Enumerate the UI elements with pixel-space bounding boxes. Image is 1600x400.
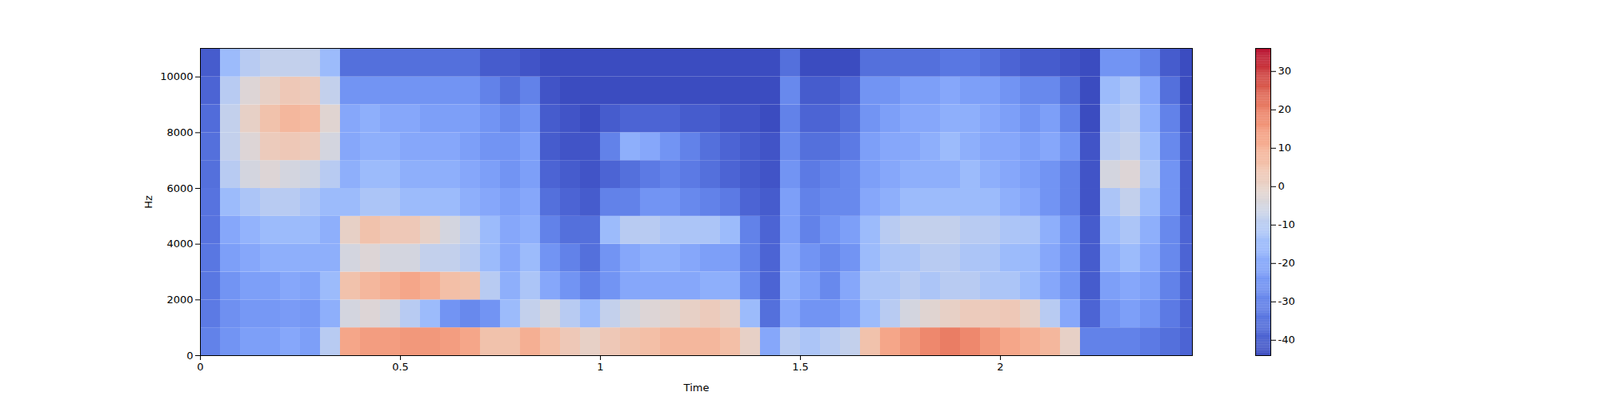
svg-text:30: 30 [1278, 64, 1292, 77]
svg-text:8000: 8000 [166, 126, 193, 139]
svg-text:6000: 6000 [166, 182, 193, 195]
svg-text:10: 10 [1278, 141, 1292, 154]
svg-text:4000: 4000 [166, 237, 193, 250]
svg-text:1.5: 1.5 [792, 360, 809, 373]
svg-text:10000: 10000 [160, 70, 193, 83]
svg-text:Time: Time [683, 381, 710, 394]
svg-text:-40: -40 [1278, 333, 1296, 346]
svg-text:20: 20 [1278, 103, 1292, 116]
svg-text:-20: -20 [1278, 256, 1296, 269]
svg-text:-30: -30 [1278, 295, 1296, 308]
svg-text:0: 0 [196, 360, 204, 373]
svg-text:2000: 2000 [166, 293, 193, 306]
svg-text:0: 0 [186, 349, 193, 362]
svg-text:2: 2 [996, 360, 1004, 373]
svg-text:0: 0 [1278, 180, 1285, 192]
svg-text:-10: -10 [1278, 218, 1296, 231]
svg-text:0.5: 0.5 [392, 360, 409, 373]
svg-text:1: 1 [596, 360, 604, 373]
svg-text:Hz: Hz [142, 195, 155, 209]
